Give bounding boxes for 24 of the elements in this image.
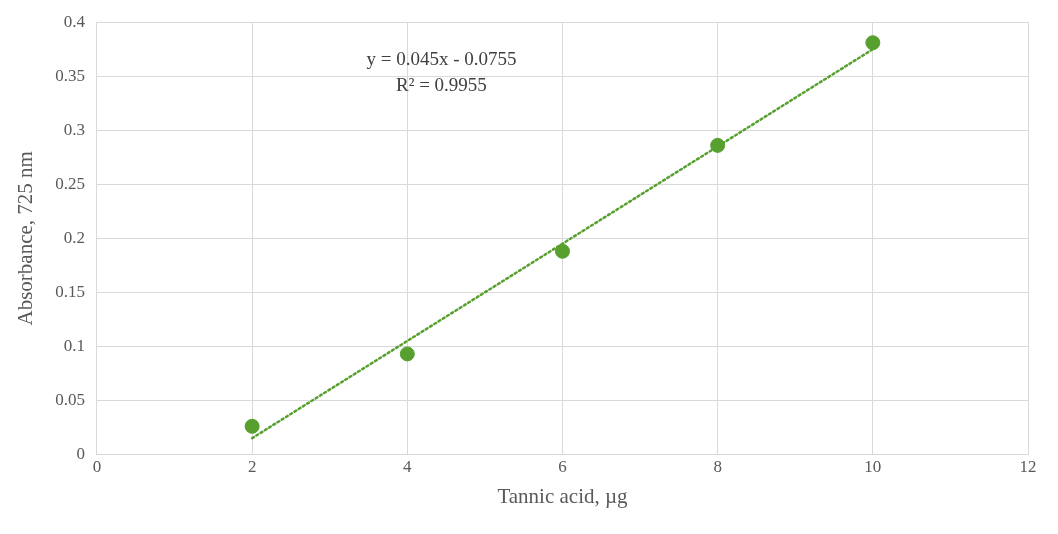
y-tick-label: 0.1 — [63, 335, 85, 355]
y-tick-label: 0.2 — [63, 227, 85, 247]
annotation: R² = 0.9955 — [396, 74, 487, 96]
y-tick-label: 0.15 — [55, 281, 85, 301]
x-tick-label: 4 — [403, 457, 413, 477]
x-tick-label: 0 — [92, 457, 102, 477]
y-tick-label: 0.05 — [55, 389, 85, 409]
point — [554, 243, 570, 259]
y-tick-label: 0.4 — [63, 11, 86, 31]
y-tick-label: 0.35 — [55, 65, 85, 85]
y-tick-label: 0 — [76, 443, 85, 463]
x-tick-label: 12 — [1019, 457, 1037, 477]
point — [244, 418, 260, 434]
x-tick-label: 8 — [713, 457, 722, 477]
y-axis-title: Absorbance, 725 nm — [13, 151, 38, 326]
x-tick-label: 6 — [558, 457, 567, 477]
x-axis-title: Tannic acid, µg — [497, 483, 629, 508]
x-tick-label: 10 — [864, 457, 882, 477]
y-tick-label: 0.3 — [63, 119, 85, 139]
annotation: y = 0.045x - 0.0755 — [366, 48, 517, 70]
y-tick-label: 0.25 — [55, 173, 85, 193]
point — [399, 346, 415, 362]
x-tick-label: 2 — [247, 457, 257, 477]
point — [865, 35, 881, 51]
